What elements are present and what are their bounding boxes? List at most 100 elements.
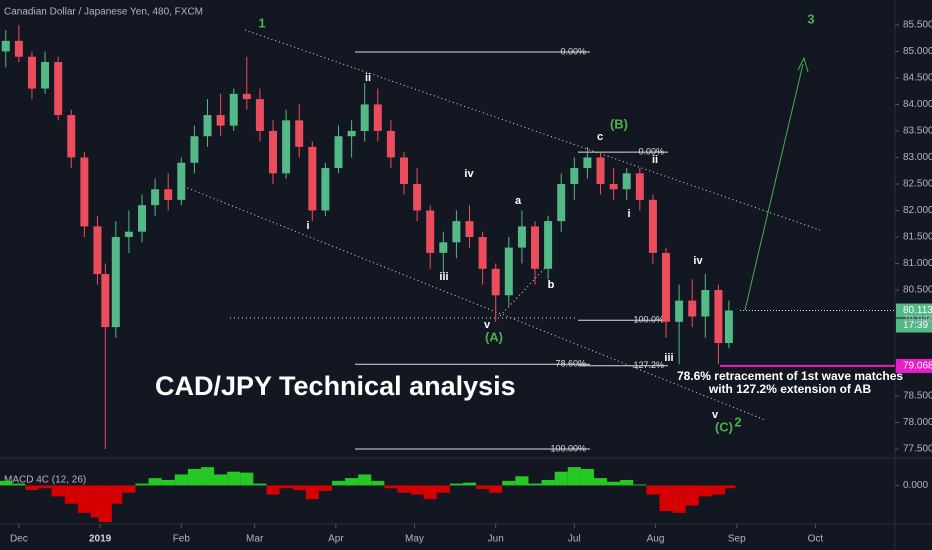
wave-label: i: [627, 208, 630, 220]
candle-body: [27, 56, 36, 89]
y-tick-label: 84.000: [903, 99, 932, 110]
wave-label: iii: [664, 352, 673, 364]
wave-label: v: [484, 319, 491, 331]
candle-body: [386, 130, 395, 158]
price-tag-label: 79.946: [903, 314, 932, 325]
candle-body: [724, 310, 733, 344]
fib-label: 100.0%: [633, 315, 664, 325]
macd-bar: [240, 472, 254, 486]
macd-bar: [253, 483, 267, 486]
candle-body: [478, 236, 487, 269]
macd-bar: [620, 479, 634, 486]
macd-bar: [318, 485, 332, 491]
wave-label: ii: [652, 154, 658, 166]
candle-body: [531, 226, 540, 269]
candle-body: [400, 157, 409, 184]
macd-bar: [515, 476, 529, 486]
price-tag-label: 79.068: [903, 361, 932, 372]
macd-bar: [567, 467, 581, 486]
macd-bar: [77, 485, 91, 513]
headline: CAD/JPY Technical analysis: [155, 371, 516, 401]
fib-label: 127.2%: [633, 360, 664, 370]
candle-body: [439, 242, 448, 253]
y-tick-label: 78.500: [903, 391, 932, 402]
macd-bar: [476, 485, 490, 490]
x-tick-label: Apr: [328, 534, 344, 545]
candle-body: [242, 93, 251, 100]
candle-body: [360, 104, 369, 131]
candle-body: [80, 157, 89, 227]
macd-bar: [685, 485, 699, 506]
candle-body: [269, 130, 278, 174]
fib-label: 100.00%: [550, 443, 586, 453]
candle-body: [295, 120, 304, 147]
candle-body: [41, 62, 50, 89]
macd-bar: [502, 480, 516, 486]
macd-bar: [122, 485, 136, 493]
x-tick-label: Dec: [10, 534, 28, 545]
macd-bar: [722, 485, 736, 489]
candle-body: [373, 104, 382, 131]
candle-body: [190, 136, 199, 163]
macd-bar: [607, 481, 621, 486]
macd-bar: [98, 485, 112, 522]
candle-body: [67, 115, 76, 158]
projection-arrow: [744, 63, 804, 311]
wave-label: i: [306, 220, 309, 232]
macd-bar: [200, 467, 215, 486]
wave-label: (A): [485, 329, 503, 344]
y-tick-label: 82.500: [903, 179, 932, 190]
candle-body: [491, 268, 500, 296]
macd-bar: [698, 485, 712, 497]
candle-body: [54, 62, 63, 116]
y-tick-label: 83.500: [903, 126, 932, 137]
macd-bar: [489, 485, 503, 493]
candle-body: [688, 300, 697, 317]
macd-bar: [64, 485, 78, 504]
candle-body: [93, 226, 102, 275]
macd-bar: [541, 479, 555, 486]
wave-label: a: [515, 195, 522, 207]
macd-bar: [148, 478, 162, 486]
macd-bar: [659, 485, 673, 512]
macd-bar: [305, 485, 319, 500]
candle-body: [544, 221, 553, 269]
y-tick-label: 81.500: [903, 232, 932, 243]
candle-body: [635, 173, 644, 200]
candle-body: [177, 162, 186, 200]
note: 78.6% retracement of 1st wave matches: [677, 369, 903, 383]
candle-body: [229, 93, 238, 126]
macd-bar: [279, 485, 293, 489]
candle-body: [164, 189, 173, 200]
candle-body: [1, 40, 10, 52]
price-tag-box: [896, 303, 932, 318]
x-tick-label: Oct: [808, 534, 824, 545]
macd-bar: [633, 484, 647, 486]
x-tick-label: Sep: [728, 534, 746, 545]
candle-body: [701, 289, 710, 317]
countdown: 17:39: [903, 320, 928, 331]
x-tick-label: Jun: [488, 534, 504, 545]
symbol-title: Canadian Dollar / Japanese Yen, 480, FXC…: [4, 7, 203, 18]
macd-tick-label: 0.000: [903, 480, 928, 491]
macd-bar: [397, 485, 411, 493]
wave-label: (B): [610, 116, 628, 131]
wave-label: iii: [439, 271, 448, 283]
candle-body: [648, 199, 657, 253]
wave-label: iv: [464, 168, 474, 180]
candle-body: [596, 157, 605, 184]
macd-bar: [38, 485, 52, 489]
fib-label: 0.00%: [638, 147, 664, 157]
candle-body: [465, 221, 474, 237]
y-tick-label: 80.500: [903, 285, 932, 296]
macd-bar: [410, 485, 424, 495]
macd-bar: [593, 478, 608, 486]
candle-body: [111, 236, 120, 328]
macd-bar: [0, 480, 13, 486]
candle-body: [426, 210, 435, 253]
macd-bar: [436, 485, 450, 493]
candle-body: [255, 99, 264, 131]
y-tick-label: 84.500: [903, 73, 932, 84]
candle-body: [504, 247, 513, 296]
candle-body: [583, 157, 592, 169]
